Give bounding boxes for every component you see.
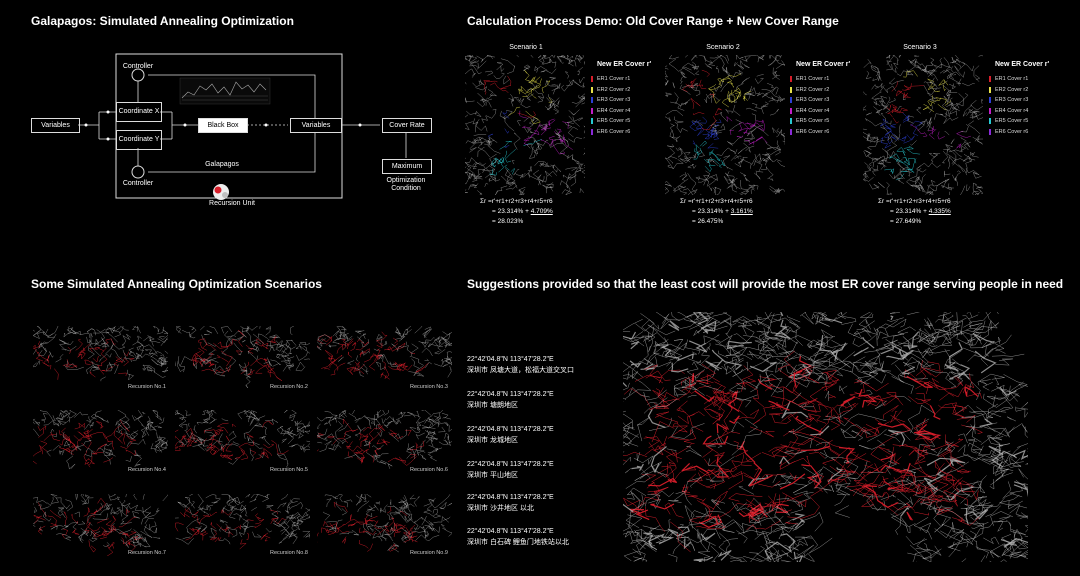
legend-item: ER3 Cover r3 (591, 95, 630, 106)
recursion-label: Recursion No.7 (128, 550, 166, 556)
recursion-map (33, 410, 168, 472)
recursion-unit-label: Recursion Unit (209, 200, 255, 207)
legend-item: ER3 Cover r3 (989, 95, 1028, 106)
suggestion-item: 22°42'04.8"N 113°47'28.2"E 深圳市 白石碑 鲤鱼门地铁站… (467, 528, 569, 546)
legend-item: ER5 Cover r5 (989, 116, 1028, 127)
legend-item: ER6 Cover r6 (591, 127, 630, 138)
variables-left-box: Variables (31, 118, 80, 133)
recursion-map (317, 410, 452, 472)
recursion-map (175, 410, 310, 472)
coordinate-x-box: Coordinate X (116, 102, 162, 122)
legend-list: ER1 Cover r1 ER2 Cover r2 ER3 Cover r3 ER4 … (591, 74, 630, 137)
scenario-title: Scenario 2 (706, 44, 740, 51)
galapagos-label: Galapagos (205, 161, 239, 168)
cover-formula: Σr =r'+r1+r2+r3+r4+r5+r6 = 23.314% + 3.1… (680, 198, 753, 225)
legend-swatch (989, 76, 991, 83)
legend-swatch (591, 107, 593, 114)
cover-formula: Σr =r'+r1+r2+r3+r4+r5+r6 = 23.314% + 4.7… (480, 198, 553, 225)
legend-swatch (591, 86, 593, 93)
legend-swatch (790, 97, 792, 104)
legend-swatch (591, 97, 593, 104)
recursion-map (33, 494, 168, 556)
legend-list: ER1 Cover r1 ER2 Cover r2 ER3 Cover r3 ER4 … (989, 74, 1028, 137)
legend-title: New ER Cover r' (995, 61, 1050, 68)
legend-item: ER4 Cover r4 (591, 106, 630, 117)
recursion-map (33, 326, 168, 388)
scenarios-title: Some Simulated Annealing Optimization Sc… (31, 277, 322, 291)
legend-swatch (989, 97, 991, 104)
legend-item: ER6 Cover r6 (989, 127, 1028, 138)
legend-item: ER1 Cover r1 (790, 74, 829, 85)
cover-formula: Σr =r'+r1+r2+r3+r4+r5+r6 = 23.314% + 4.3… (878, 198, 951, 225)
coordinate-y-box: Coordinate Y (116, 130, 162, 150)
scenario-title: Scenario 3 (903, 44, 937, 51)
suggestion-item: 22°42'04.8"N 113°47'28.2"E 深圳市 沙井地区 以北 (467, 494, 554, 512)
legend-item: ER2 Cover r2 (989, 85, 1028, 96)
scenario-map (465, 55, 585, 195)
optimization-condition-label: Optimization Condition (386, 177, 426, 192)
legend-swatch (989, 128, 991, 135)
legend-item: ER1 Cover r1 (989, 74, 1028, 85)
legend-swatch (790, 76, 792, 83)
recursion-label: Recursion No.9 (410, 550, 448, 556)
large-coverage-map (623, 312, 1028, 562)
legend-item: ER1 Cover r1 (591, 74, 630, 85)
legend-item: ER4 Cover r4 (989, 106, 1028, 117)
legend-swatch (989, 86, 991, 93)
legend-swatch (790, 118, 792, 125)
legend-item: ER2 Cover r2 (591, 85, 630, 96)
suggestion-item: 22°42'04.8"N 113°47'28.2"E 深圳市 凤塘大道，松福大道交… (467, 356, 574, 374)
suggestion-item: 22°42'04.8"N 113°47'28.2"E 深圳市 平山地区 (467, 461, 554, 479)
recursion-label: Recursion No.1 (128, 384, 166, 390)
recursion-map (175, 494, 310, 556)
legend-item: ER3 Cover r3 (790, 95, 829, 106)
legend-swatch (591, 76, 593, 83)
legend-swatch (989, 118, 991, 125)
legend-swatch (989, 107, 991, 114)
maximum-box: Maximum (382, 159, 432, 174)
legend-title: New ER Cover r' (796, 61, 851, 68)
legend-swatch (790, 128, 792, 135)
scenario-title: Scenario 1 (509, 44, 543, 51)
controller-bottom-label: Controller (122, 180, 154, 187)
recursion-map (317, 494, 452, 556)
legend-item: ER5 Cover r5 (790, 116, 829, 127)
recursion-label: Recursion No.2 (270, 384, 308, 390)
legend-title: New ER Cover r' (597, 61, 652, 68)
recursion-label: Recursion No.6 (410, 467, 448, 473)
legend-swatch (591, 118, 593, 125)
legend-swatch (591, 128, 593, 135)
recursion-label: Recursion No.3 (410, 384, 448, 390)
suggestion-item: 22°42'04.8"N 113°47'28.2"E 深圳市 龙城地区 (467, 426, 554, 444)
calc-title: Calculation Process Demo: Old Cover Rang… (467, 14, 839, 28)
legend-swatch (790, 86, 792, 93)
recursion-label: Recursion No.4 (128, 467, 166, 473)
recursion-map (175, 326, 310, 388)
legend-item: ER4 Cover r4 (790, 106, 829, 117)
controller-top-label: Controller (122, 63, 154, 70)
suggestion-item: 22°42'04.8"N 113°47'28.2"E 深圳市 塘朗地区 (467, 391, 554, 409)
galapagos-title: Galapagos: Simulated Annealing Optimizat… (31, 14, 294, 28)
recursion-label: Recursion No.5 (270, 467, 308, 473)
legend-item: ER5 Cover r5 (591, 116, 630, 127)
legend-swatch (790, 107, 792, 114)
variables-right-box: Variables (290, 118, 342, 133)
recursion-map (317, 326, 452, 388)
scenario-map (665, 55, 785, 195)
legend-item: ER6 Cover r6 (790, 127, 829, 138)
suggestions-title: Suggestions provided so that the least c… (467, 277, 1064, 291)
recursion-label: Recursion No.8 (270, 550, 308, 556)
scenario-map (863, 55, 983, 195)
diagram-connectors (78, 53, 407, 200)
legend-list: ER1 Cover r1 ER2 Cover r2 ER3 Cover r3 ER4 … (790, 74, 829, 137)
legend-item: ER2 Cover r2 (790, 85, 829, 96)
cover-rate-box: Cover Rate (382, 118, 432, 133)
black-box: Black Box (198, 118, 248, 133)
